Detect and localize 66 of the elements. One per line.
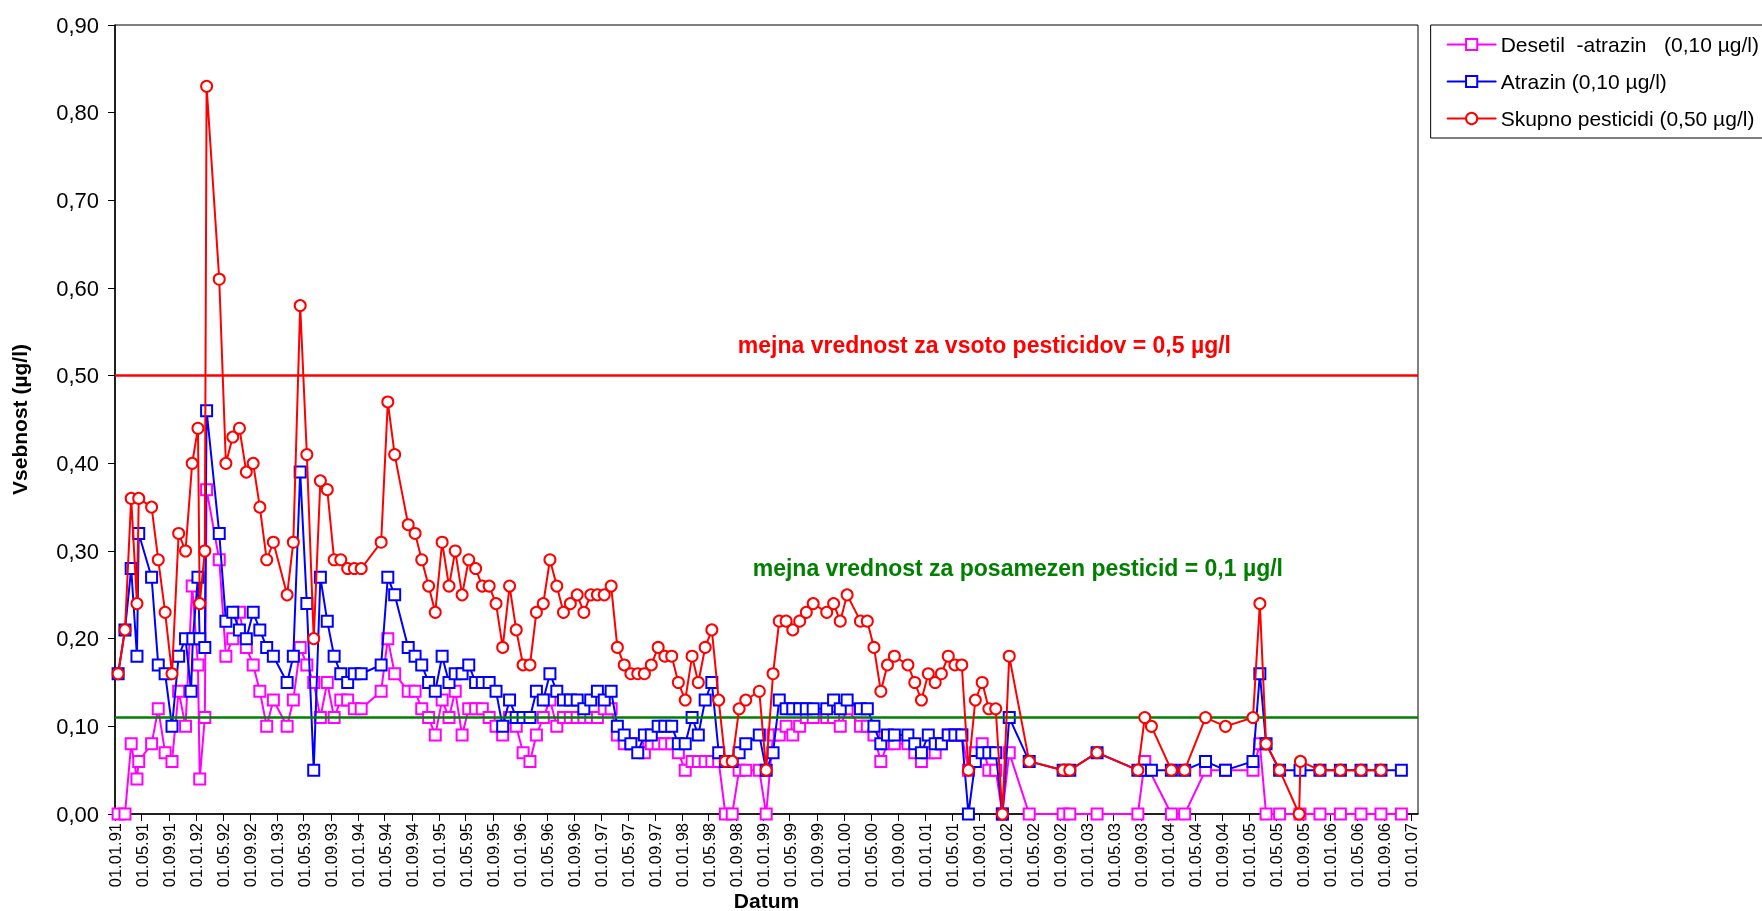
x-tick-label: 01.05.95 <box>456 823 475 888</box>
x-tick-label: 01.01.92 <box>186 823 205 888</box>
x-tick-label: 01.09.99 <box>807 823 826 888</box>
x-tick-label: 01.09.00 <box>889 823 908 888</box>
ref-line-label: mejna vrednost za vsoto pesticidov = 0,5 µg/l <box>737 332 1231 359</box>
x-tick-label: 01.05.97 <box>618 823 637 888</box>
x-tick-label: 01.09.05 <box>1294 823 1313 888</box>
legend-label: Atrazin (0,10 µg/l) <box>1500 70 1667 93</box>
y-tick-label: 0,60 <box>56 275 99 301</box>
x-tick-label: 01.09.95 <box>483 823 502 888</box>
x-tick-label: 01.01.07 <box>1402 823 1421 888</box>
x-tick-label: 01.09.96 <box>565 823 584 888</box>
x-tick-label: 01.01.00 <box>835 823 854 888</box>
x-tick-label: 01.05.91 <box>132 823 151 888</box>
x-tick-label: 01.09.02 <box>1051 823 1070 888</box>
x-tick-label: 01.05.03 <box>1104 823 1123 888</box>
x-tick-label: 01.01.99 <box>754 823 773 888</box>
x-tick-label: 01.01.05 <box>1240 823 1259 888</box>
legend-label: Desetil -atrazin (0,10 µg/l) <box>1500 33 1759 56</box>
x-tick-label: 01.01.03 <box>1078 823 1097 888</box>
y-tick-label: 0,20 <box>56 626 99 652</box>
y-tick-label: 0,50 <box>56 363 99 389</box>
x-axis-title: Datum <box>733 889 800 911</box>
x-tick-label: 01.05.01 <box>942 823 961 888</box>
y-tick-label: 0,80 <box>56 100 99 126</box>
x-tick-label: 01.09.03 <box>1131 823 1150 888</box>
y-tick-label: 0,40 <box>56 450 99 476</box>
x-tick-label: 01.05.93 <box>294 823 313 888</box>
x-tick-label: 01.09.93 <box>322 823 341 888</box>
x-tick-label: 01.09.97 <box>646 823 665 888</box>
x-tick-label: 01.01.95 <box>430 823 449 888</box>
x-tick-label: 01.05.04 <box>1185 823 1204 888</box>
x-tick-label: 01.05.05 <box>1266 823 1285 888</box>
x-tick-label: 01.01.98 <box>673 823 692 888</box>
x-tick-label: 01.01.94 <box>349 823 368 888</box>
x-tick-label: 01.05.94 <box>375 823 394 888</box>
y-tick-label: 0,00 <box>56 801 99 827</box>
x-tick-label: 01.05.00 <box>861 823 880 888</box>
y-tick-label: 0,70 <box>56 187 99 213</box>
x-tick-label: 01.09.04 <box>1213 823 1232 888</box>
x-tick-label: 01.09.92 <box>241 823 260 888</box>
x-tick-label: 01.01.01 <box>916 823 935 888</box>
x-tick-label: 01.01.04 <box>1159 823 1178 888</box>
x-tick-label: 01.09.91 <box>159 823 178 888</box>
y-tick-label: 0,30 <box>56 538 99 564</box>
x-tick-label: 01.01.02 <box>997 823 1016 888</box>
x-tick-label: 01.09.98 <box>727 823 745 888</box>
x-tick-label: 01.05.92 <box>213 823 232 888</box>
x-tick-label: 01.01.91 <box>106 823 124 888</box>
x-tick-label: 01.01.96 <box>510 823 529 888</box>
y-tick-label: 0,10 <box>56 713 99 739</box>
ref-line-label: mejna vrednost za posamezen pesticid = 0,1 µg/l <box>752 555 1283 582</box>
x-tick-label: 01.05.06 <box>1347 823 1366 888</box>
y-axis-title: Vsebnost (µg/l) <box>8 344 31 495</box>
x-tick-label: 01.01.06 <box>1321 823 1340 888</box>
x-tick-label: 01.05.02 <box>1023 823 1042 888</box>
legend-label: Skupno pesticidi (0,50 µg/l) <box>1500 107 1755 130</box>
x-tick-label: 01.01.97 <box>592 823 611 888</box>
x-tick-label: 01.05.98 <box>699 823 718 888</box>
y-tick-label: 0,90 <box>56 12 99 38</box>
x-tick-label: 01.09.01 <box>970 823 989 888</box>
x-tick-label: 01.09.94 <box>402 823 421 888</box>
x-tick-label: 01.09.06 <box>1375 823 1394 888</box>
x-tick-label: 01.01.93 <box>268 823 287 888</box>
x-tick-label: 01.05.99 <box>780 823 799 888</box>
x-tick-label: 01.05.96 <box>537 823 556 888</box>
